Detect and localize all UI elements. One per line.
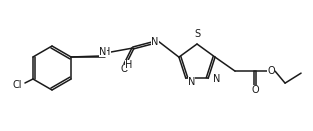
Text: N: N (99, 47, 107, 57)
Text: Cl: Cl (13, 80, 22, 90)
Text: N: N (151, 37, 159, 47)
Text: O: O (120, 64, 128, 74)
Text: O: O (267, 66, 275, 76)
Text: S: S (194, 29, 200, 39)
Text: N: N (188, 77, 195, 87)
Text: O: O (251, 85, 259, 95)
Text: H: H (103, 47, 111, 57)
Text: N: N (213, 74, 221, 84)
Text: H: H (125, 60, 133, 70)
